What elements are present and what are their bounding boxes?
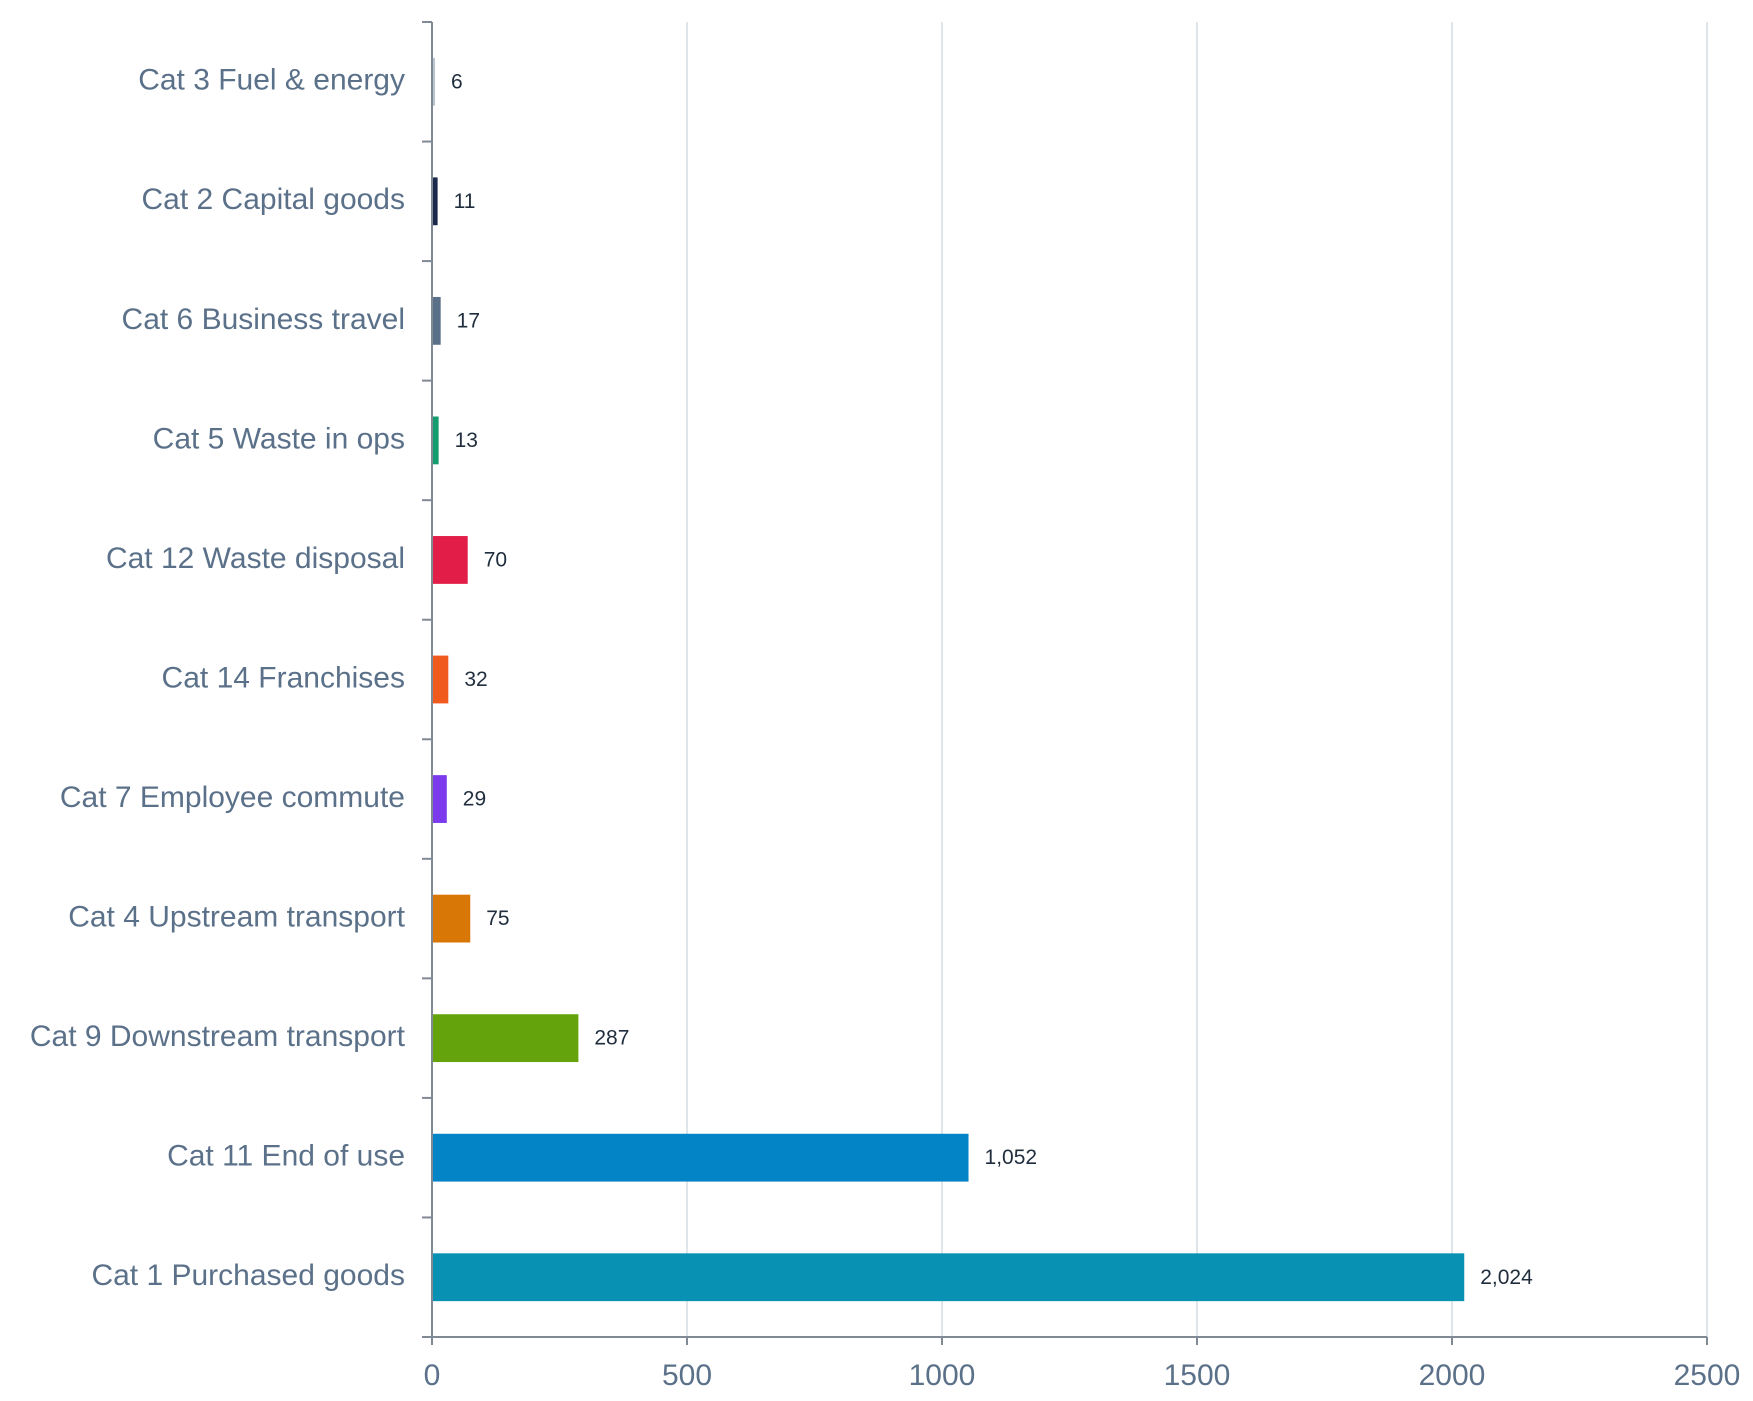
value-label: 75 bbox=[486, 907, 509, 930]
y-tick-label: Cat 6 Business travel bbox=[122, 303, 405, 336]
bar bbox=[432, 1253, 1465, 1302]
y-tick-label: Cat 9 Downstream transport bbox=[30, 1020, 406, 1053]
bar bbox=[432, 57, 436, 106]
y-tick-label: Cat 11 End of use bbox=[167, 1140, 405, 1173]
bar bbox=[432, 1014, 579, 1063]
y-tick-label: Cat 7 Employee commute bbox=[60, 781, 405, 814]
bar bbox=[432, 536, 468, 584]
bar bbox=[432, 1133, 969, 1182]
x-tick-label: 0 bbox=[424, 1359, 441, 1392]
value-label: 2,024 bbox=[1480, 1266, 1533, 1289]
bar bbox=[432, 416, 439, 465]
value-label: 29 bbox=[463, 788, 486, 811]
x-tick-label: 1000 bbox=[909, 1359, 976, 1392]
x-tick-label: 2000 bbox=[1419, 1359, 1486, 1392]
value-label: 6 bbox=[451, 70, 463, 93]
value-label: 287 bbox=[594, 1027, 629, 1050]
y-tick-label: Cat 14 Franchises bbox=[162, 661, 405, 694]
bar bbox=[432, 177, 438, 226]
bar bbox=[432, 894, 471, 943]
y-tick-label: Cat 12 Waste disposal bbox=[106, 542, 405, 575]
x-tick-label: 500 bbox=[662, 1359, 712, 1392]
x-tick-label: 2500 bbox=[1674, 1359, 1741, 1392]
value-label: 32 bbox=[464, 668, 487, 691]
value-label: 13 bbox=[455, 429, 478, 452]
value-label: 17 bbox=[457, 309, 480, 332]
value-label: 11 bbox=[454, 190, 476, 213]
y-tick-label: Cat 5 Waste in ops bbox=[153, 422, 405, 455]
value-label: 70 bbox=[484, 549, 507, 572]
y-tick-label: Cat 3 Fuel & energy bbox=[138, 64, 405, 97]
value-label: 1,052 bbox=[985, 1146, 1038, 1169]
bar bbox=[432, 655, 449, 704]
bar bbox=[432, 775, 447, 823]
y-tick-label: Cat 1 Purchased goods bbox=[91, 1259, 405, 1292]
bar bbox=[432, 296, 441, 345]
y-tick-label: Cat 4 Upstream transport bbox=[68, 901, 405, 934]
y-tick-label: Cat 2 Capital goods bbox=[142, 183, 406, 216]
x-tick-label: 1500 bbox=[1164, 1359, 1231, 1392]
